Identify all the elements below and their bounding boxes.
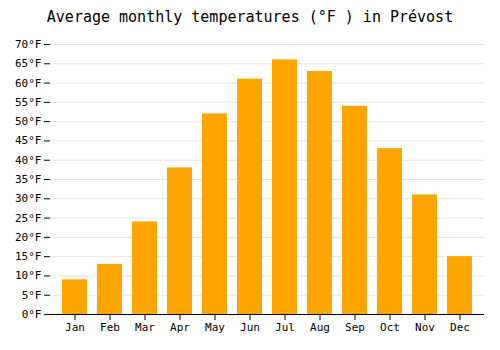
svg-text:40°F: 40°F xyxy=(15,154,42,167)
svg-text:20°F: 20°F xyxy=(15,231,42,244)
svg-text:30°F: 30°F xyxy=(15,192,42,205)
svg-text:55°F: 55°F xyxy=(15,96,42,109)
svg-text:Jul: Jul xyxy=(275,321,295,334)
svg-text:35°F: 35°F xyxy=(15,173,42,186)
svg-text:10°F: 10°F xyxy=(15,269,42,282)
svg-text:60°F: 60°F xyxy=(15,77,42,90)
svg-text:Mar: Mar xyxy=(135,321,155,334)
html-text:Average monthly temperatures (: Average monthly temperatures (°F ) in Pr… xyxy=(46,8,454,26)
svg-text:Apr: Apr xyxy=(170,321,190,334)
svg-text:Feb: Feb xyxy=(100,321,120,334)
svg-text:65°F: 65°F xyxy=(15,57,42,70)
svg-text:Nov: Nov xyxy=(415,321,435,334)
svg-text:Aug: Aug xyxy=(310,321,330,334)
svg-text:25°F: 25°F xyxy=(15,212,42,225)
svg-text:5°F: 5°F xyxy=(22,289,42,302)
svg-text:Sep: Sep xyxy=(345,321,365,334)
svg-text:15°F: 15°F xyxy=(15,250,42,263)
svg-text:May: May xyxy=(205,321,225,334)
svg-text:Oct: Oct xyxy=(380,321,400,334)
svg-text:Jun: Jun xyxy=(240,321,260,334)
svg-text:45°F: 45°F xyxy=(15,134,42,147)
svg-text:0°F: 0°F xyxy=(22,308,42,321)
svg-text:Jan: Jan xyxy=(65,321,85,334)
svg-text:Dec: Dec xyxy=(450,321,470,334)
svg-text:70°F: 70°F xyxy=(15,38,42,51)
svg-text:50°F: 50°F xyxy=(15,115,42,128)
